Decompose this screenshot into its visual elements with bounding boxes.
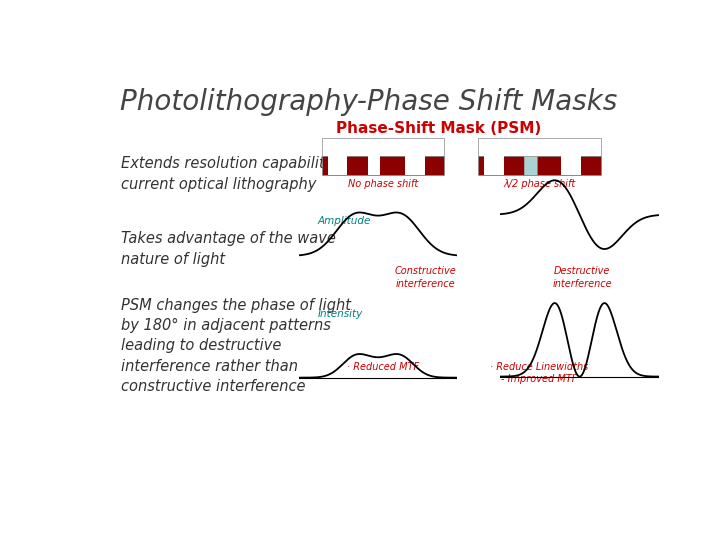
Text: Photolithography-Phase Shift Masks: Photolithography-Phase Shift Masks	[120, 87, 618, 116]
Text: PSM changes the phase of light
by 180° in adjacent patterns
leading to destructi: PSM changes the phase of light by 180° i…	[121, 298, 351, 394]
Text: · Reduce Linewidths
- Improved MTF: · Reduce Linewidths - Improved MTF	[490, 362, 588, 384]
Bar	[524, 156, 536, 175]
Text: Phase-Shift Mask (PSM): Phase-Shift Mask (PSM)	[336, 121, 541, 136]
Bar	[484, 156, 503, 175]
Bar	[478, 138, 600, 156]
Text: · Reduced MTF: · Reduced MTF	[347, 362, 419, 372]
Text: λ/2 phase shift: λ/2 phase shift	[503, 179, 575, 189]
Text: Destructive
interference: Destructive interference	[552, 266, 612, 289]
Text: Intensity: Intensity	[318, 309, 363, 319]
Text: Amplitude: Amplitude	[318, 215, 371, 226]
Text: Extends resolution capability of
current optical lithography: Extends resolution capability of current…	[121, 156, 352, 192]
Text: No phase shift: No phase shift	[348, 179, 418, 189]
Text: Constructive
interference: Constructive interference	[395, 266, 456, 289]
Bar	[405, 156, 425, 175]
Bar	[328, 156, 347, 175]
Bar	[478, 156, 600, 175]
Bar	[562, 156, 581, 175]
Bar	[368, 156, 380, 175]
Bar	[322, 156, 444, 175]
Bar	[524, 156, 536, 175]
Text: Takes advantage of the wave
nature of light: Takes advantage of the wave nature of li…	[121, 231, 336, 267]
Bar	[322, 138, 444, 156]
